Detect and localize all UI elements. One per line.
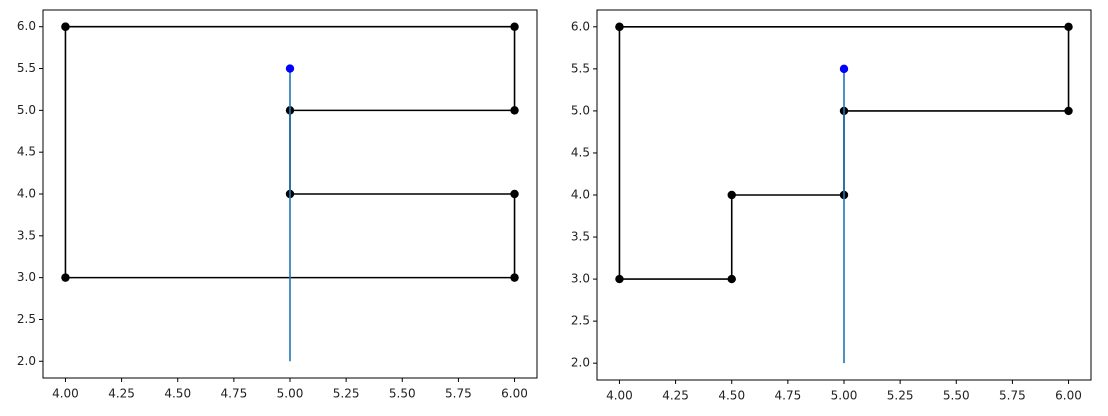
- x-tick-label: 4.25: [108, 387, 135, 401]
- x-tick-label: 4.75: [221, 387, 248, 401]
- x-tick-label: 5.00: [831, 389, 858, 403]
- marker: [1064, 22, 1073, 32]
- marker: [510, 189, 519, 199]
- x-tick-label: 6.00: [501, 387, 528, 401]
- y-tick-label: 2.0: [17, 354, 36, 368]
- y-tick-label: 4.0: [571, 188, 590, 202]
- x-tick-label: 5.25: [887, 389, 914, 403]
- marker: [615, 22, 624, 32]
- marker: [727, 274, 736, 284]
- y-tick-label: 3.5: [17, 228, 36, 242]
- y-tick-label: 4.5: [17, 145, 36, 159]
- y-tick-label: 3.0: [571, 272, 590, 286]
- x-tick-label: 4.25: [662, 389, 689, 403]
- x-tick-label: 5.50: [943, 389, 970, 403]
- marker: [61, 273, 70, 282]
- y-tick-label: 2.5: [571, 314, 590, 328]
- x-tick-label: 6.00: [1055, 389, 1082, 403]
- marker: [615, 274, 624, 284]
- y-tick-label: 3.5: [571, 230, 590, 244]
- x-tick-label: 4.00: [606, 389, 633, 403]
- x-tick-label: 5.75: [999, 389, 1026, 403]
- y-tick-label: 5.0: [17, 103, 36, 117]
- marker: [839, 64, 849, 74]
- marker: [727, 190, 736, 200]
- x-tick-label: 4.50: [164, 387, 191, 401]
- y-tick-label: 2.5: [17, 312, 36, 326]
- x-tick-label: 5.25: [333, 387, 360, 401]
- y-tick-label: 4.5: [571, 145, 590, 159]
- x-tick-label: 4.50: [718, 389, 745, 403]
- marker: [61, 22, 70, 31]
- y-tick-label: 5.5: [17, 61, 36, 75]
- y-tick-label: 3.0: [17, 270, 36, 284]
- marker: [1064, 106, 1073, 116]
- y-tick-label: 2.0: [571, 356, 590, 370]
- x-tick-label: 5.50: [389, 387, 416, 401]
- marker: [510, 22, 519, 31]
- axes-frame: [596, 9, 1092, 381]
- x-tick-label: 4.75: [775, 389, 802, 403]
- y-tick-label: 6.0: [17, 19, 36, 33]
- y-tick-label: 6.0: [571, 19, 590, 33]
- marker: [510, 273, 519, 282]
- x-tick-label: 5.75: [445, 387, 472, 401]
- marker: [510, 106, 519, 115]
- marker: [285, 64, 295, 73]
- x-tick-label: 4.00: [52, 387, 79, 401]
- y-tick-label: 5.0: [571, 103, 590, 117]
- y-tick-label: 5.5: [571, 61, 590, 75]
- x-tick-label: 5.00: [277, 387, 304, 401]
- y-tick-label: 4.0: [17, 187, 36, 201]
- axes-frame: [42, 9, 538, 379]
